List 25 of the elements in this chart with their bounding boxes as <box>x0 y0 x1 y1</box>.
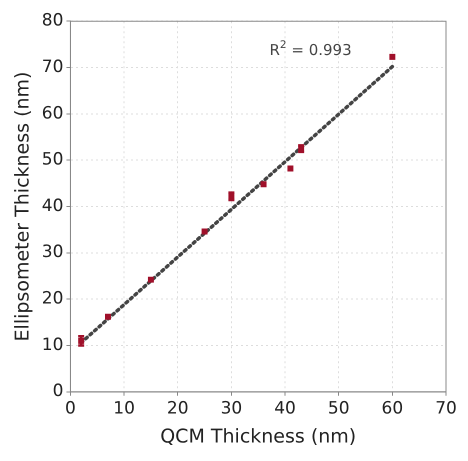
x-tick-label: 50 <box>328 398 350 418</box>
point <box>260 181 267 188</box>
x-tick-label: 40 <box>274 398 296 418</box>
y-tick-label: 30 <box>42 242 64 262</box>
y-tick-label: 40 <box>42 196 64 216</box>
point <box>105 314 111 320</box>
y-tick-label: 80 <box>42 10 64 31</box>
y-tick-label: 0 <box>52 381 64 402</box>
x-tick-label: 30 <box>220 398 242 418</box>
y-tick-label: 20 <box>42 288 64 309</box>
x-tick-label: 0 <box>65 398 76 418</box>
y-tick-label: 60 <box>42 103 64 124</box>
x-tick-label: 20 <box>166 398 189 418</box>
point <box>202 228 208 234</box>
y-tick-label: 10 <box>42 334 64 355</box>
y-tick-label: 70 <box>42 56 64 77</box>
y-axis-title: Ellipsometer Thickness (nm) <box>11 72 34 342</box>
point <box>389 54 396 60</box>
y-tick-label: 50 <box>42 150 64 170</box>
point <box>287 166 294 172</box>
point <box>148 276 154 283</box>
x-tick-label: 70 <box>435 398 457 418</box>
x-tick-label: 10 <box>113 398 135 418</box>
x-tick-label: 60 <box>382 398 404 418</box>
x-axis-title: QCM Thickness (nm) <box>160 426 356 448</box>
